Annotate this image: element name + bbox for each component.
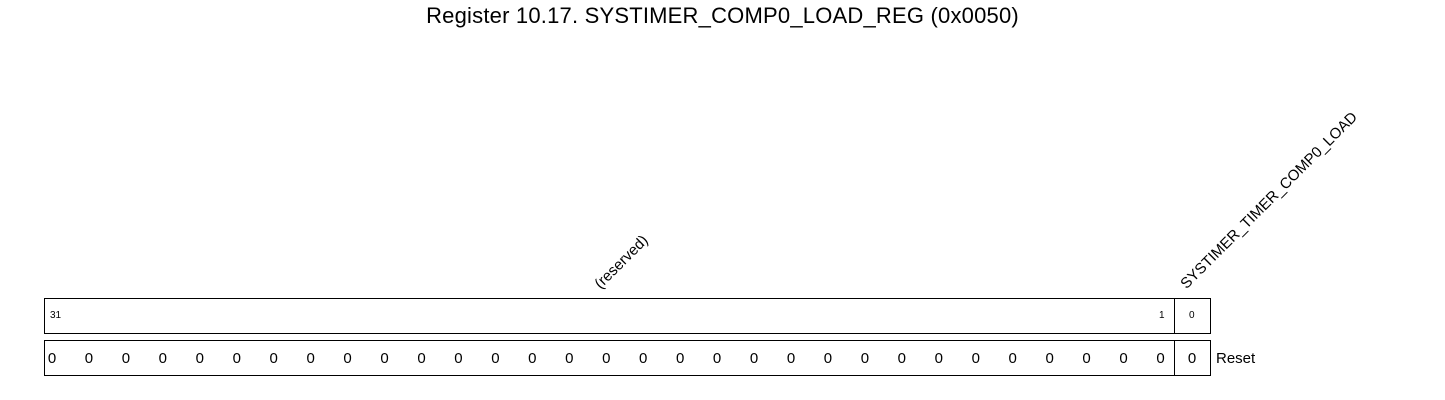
bit-number-1: 1 [1159,310,1165,321]
reset-value-bit-11: 0 [786,350,796,367]
register-title: Register 10.17. SYSTIMER_COMP0_LOAD_REG … [426,3,1019,28]
bit-number-box-comp0-load [1174,298,1211,334]
reset-value-bit-30: 0 [84,350,94,367]
reset-value-bit-4: 0 [1045,350,1054,367]
reset-value-bit-21: 0 [417,350,426,367]
reset-value-bit-17: 0 [565,350,574,367]
reset-value-bit-15: 0 [639,350,648,367]
reset-value-bit-0: 0 [1187,350,1197,367]
reset-value-bit-19: 0 [491,350,500,367]
reset-value-bit-16: 0 [602,350,611,367]
reset-label: Reset [1216,350,1256,367]
reset-value-bit-2: 0 [1119,350,1128,367]
reset-value-bit-26: 0 [232,350,241,367]
reset-value-bit-23: 0 [343,350,352,367]
reset-value-bit-27: 0 [195,350,204,367]
field-label-systimer-timer-comp0-load: SYSTIMER_TIMER_COMP0_LOAD [1177,108,1361,293]
reset-value-bit-13: 0 [712,350,722,367]
reset-value-bit-25: 0 [269,350,278,367]
reset-value-bit-9: 0 [860,350,870,367]
reset-value-bit-1: 0 [1156,350,1165,367]
reset-value-bit-28: 0 [158,350,168,367]
reset-value-bit-8: 0 [897,350,907,367]
reset-value-bit-24: 0 [306,350,315,367]
reset-value-bit-3: 0 [1082,350,1091,367]
reset-value-bit-22: 0 [380,350,389,367]
reset-value-bit-6: 0 [971,350,980,367]
reset-box-comp0-load [1174,340,1211,376]
reset-value-bit-7: 0 [934,350,943,367]
field-label-reserved: (reserved) [591,231,652,293]
bit-number-box-reserved [44,298,1175,334]
bit-number-31: 31 [50,310,62,321]
reset-value-bit-5: 0 [1008,350,1017,367]
bit-number-0: 0 [1189,310,1195,321]
reset-value-bit-18: 0 [528,350,537,367]
reset-value-bit-20: 0 [454,350,463,367]
reset-value-bit-14: 0 [675,350,685,367]
reset-value-bit-12: 0 [749,350,759,367]
reset-value-bit-31: 0 [47,350,57,367]
reset-value-bit-10: 0 [823,350,833,367]
reset-value-bit-29: 0 [121,350,131,367]
